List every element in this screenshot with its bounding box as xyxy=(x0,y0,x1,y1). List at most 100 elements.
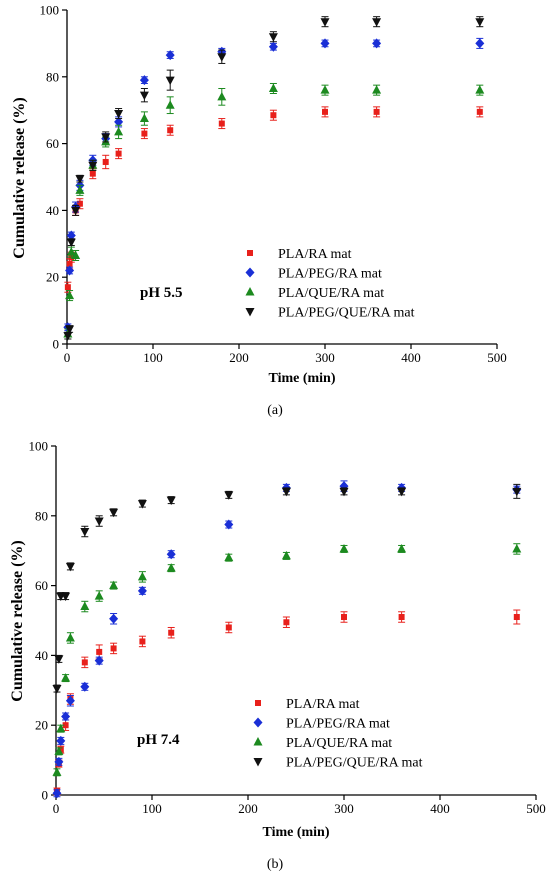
data-point xyxy=(339,487,349,497)
data-point xyxy=(75,185,85,194)
panel-a-series-3 xyxy=(63,82,485,340)
panel-a-y-tick-label: 0 xyxy=(53,337,60,352)
panel-a-label: (a) xyxy=(267,403,283,418)
data-point xyxy=(66,247,76,256)
data-point xyxy=(268,33,278,42)
data-point xyxy=(115,150,122,157)
data-point xyxy=(320,85,330,94)
data-point xyxy=(64,284,71,291)
data-point xyxy=(94,517,104,527)
data-point xyxy=(165,100,175,109)
data-point xyxy=(62,722,69,729)
data-point xyxy=(167,127,174,134)
data-point xyxy=(168,629,175,636)
data-point xyxy=(475,85,485,94)
panel-b-y-tick-label: 80 xyxy=(35,508,48,523)
data-point xyxy=(225,624,232,631)
legend-label: PLA/RA mat xyxy=(278,247,352,262)
data-point xyxy=(114,110,124,119)
panel-b-x-tick-label: 0 xyxy=(53,801,60,816)
data-point xyxy=(101,133,111,142)
data-point xyxy=(61,673,71,682)
data-point xyxy=(61,592,71,602)
data-point xyxy=(270,112,277,119)
data-point xyxy=(109,508,119,518)
data-point xyxy=(224,552,234,562)
data-point xyxy=(320,38,330,49)
panel-a-y-tick-label: 20 xyxy=(46,270,59,285)
legend-marker xyxy=(253,758,263,767)
panel-b-x-tick-label: 300 xyxy=(334,801,354,816)
data-point xyxy=(166,496,176,506)
legend-marker xyxy=(245,308,255,317)
panel-a-y-tick-label: 40 xyxy=(46,203,59,218)
data-point xyxy=(54,655,64,664)
data-point xyxy=(54,746,64,755)
data-point xyxy=(268,41,278,52)
panel-a-x-tick-label: 400 xyxy=(401,350,421,365)
panel-a-series-1 xyxy=(64,106,484,293)
data-point xyxy=(166,549,176,560)
data-point xyxy=(512,487,522,497)
data-point xyxy=(61,711,71,722)
data-point xyxy=(139,75,149,86)
data-point xyxy=(71,250,81,259)
panel-a-y-axis-title: Cumulative release (%) xyxy=(11,97,28,258)
panel-b-ph-annotation: pH 7.4 xyxy=(137,732,180,748)
data-point xyxy=(372,85,382,94)
data-point xyxy=(80,528,90,537)
data-point xyxy=(283,619,290,626)
data-point xyxy=(52,767,62,776)
data-point xyxy=(110,645,117,652)
data-point xyxy=(66,238,76,248)
data-point xyxy=(372,18,382,27)
legend-marker xyxy=(247,250,253,256)
data-point xyxy=(65,562,75,572)
data-point xyxy=(218,120,225,127)
data-point xyxy=(94,655,104,666)
data-point xyxy=(137,500,147,509)
panel-a-x-tick-label: 500 xyxy=(487,350,507,365)
panel-b-x-tick-label: 500 xyxy=(526,801,546,816)
data-point xyxy=(52,685,62,694)
data-point xyxy=(373,108,380,115)
legend-label: PLA/PEG/QUE/RA mat xyxy=(286,756,423,771)
panel-a-series-2 xyxy=(63,37,485,333)
panel-b-x-tick-label: 100 xyxy=(142,801,162,816)
data-point xyxy=(475,18,485,27)
data-point xyxy=(56,735,66,746)
data-point xyxy=(320,18,330,27)
data-point xyxy=(372,38,382,49)
data-point xyxy=(80,601,90,611)
data-point xyxy=(65,695,75,706)
data-point xyxy=(54,756,64,767)
panel-a-y-tick-label: 80 xyxy=(46,69,59,84)
data-point xyxy=(268,83,278,92)
data-point xyxy=(76,200,83,207)
legend-label: PLA/PEG/QUE/RA mat xyxy=(278,306,415,321)
data-point xyxy=(56,723,66,733)
panel-a-x-axis-title: Time (min) xyxy=(268,371,335,386)
data-point xyxy=(398,614,405,621)
legend-label: PLA/QUE/RA mat xyxy=(278,286,384,301)
data-point xyxy=(75,175,85,184)
data-point xyxy=(141,130,148,137)
panel-b-y-tick-label: 0 xyxy=(42,788,49,803)
panel-b-series-4 xyxy=(52,483,522,694)
panel-b-x-tick-label: 200 xyxy=(238,801,258,816)
data-point xyxy=(63,332,73,341)
panel-b-y-tick-label: 20 xyxy=(35,718,48,733)
data-point xyxy=(96,648,103,655)
panel-b-y-tick-label: 60 xyxy=(35,578,48,593)
panel-a-series-4 xyxy=(63,16,485,341)
data-point xyxy=(65,265,75,276)
data-point xyxy=(512,543,522,553)
data-point xyxy=(66,230,76,241)
data-point xyxy=(339,543,349,553)
data-point xyxy=(217,53,227,62)
data-point xyxy=(114,116,124,127)
